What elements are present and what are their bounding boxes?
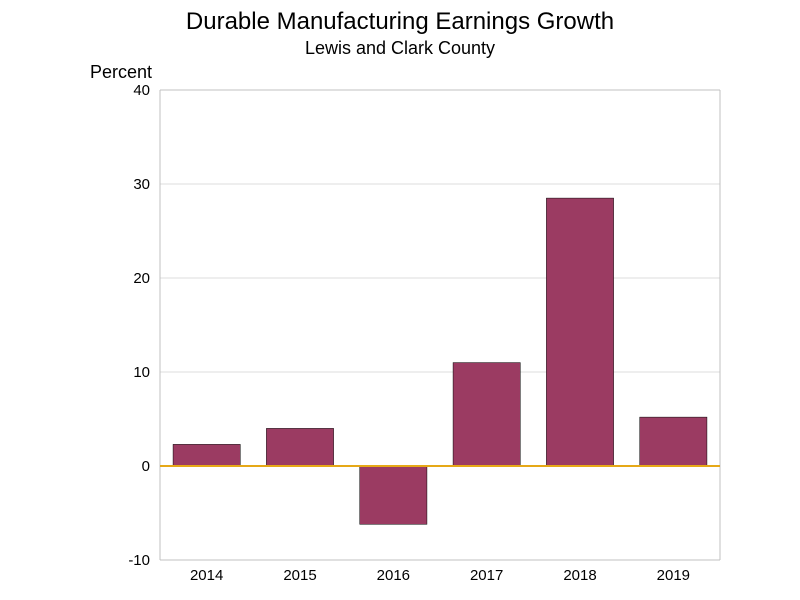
x-tick-label: 2018	[563, 567, 596, 584]
bar	[640, 417, 707, 466]
x-tick-label: 2016	[377, 567, 410, 584]
x-tick-label: 2019	[657, 567, 690, 584]
x-tick-label: 2014	[190, 567, 223, 584]
y-tick-label: -10	[128, 552, 150, 569]
bar	[453, 363, 520, 466]
x-tick-label: 2017	[470, 567, 503, 584]
chart-svg: -10 0 10 20 30 40 2014 2015 2016 2017 2018 2019	[0, 0, 800, 600]
bar	[546, 198, 613, 466]
chart-container: Durable Manufacturing Earnings Growth Le…	[0, 0, 800, 600]
y-tick-label: 10	[133, 364, 150, 381]
x-tick-label: 2015	[283, 567, 316, 584]
bar	[266, 428, 333, 466]
bar	[173, 444, 240, 466]
y-tick-label: 30	[133, 176, 150, 193]
y-tick-label: 40	[133, 82, 150, 99]
y-tick-label: 0	[142, 458, 150, 475]
bar	[360, 466, 427, 524]
y-tick-label: 20	[133, 270, 150, 287]
